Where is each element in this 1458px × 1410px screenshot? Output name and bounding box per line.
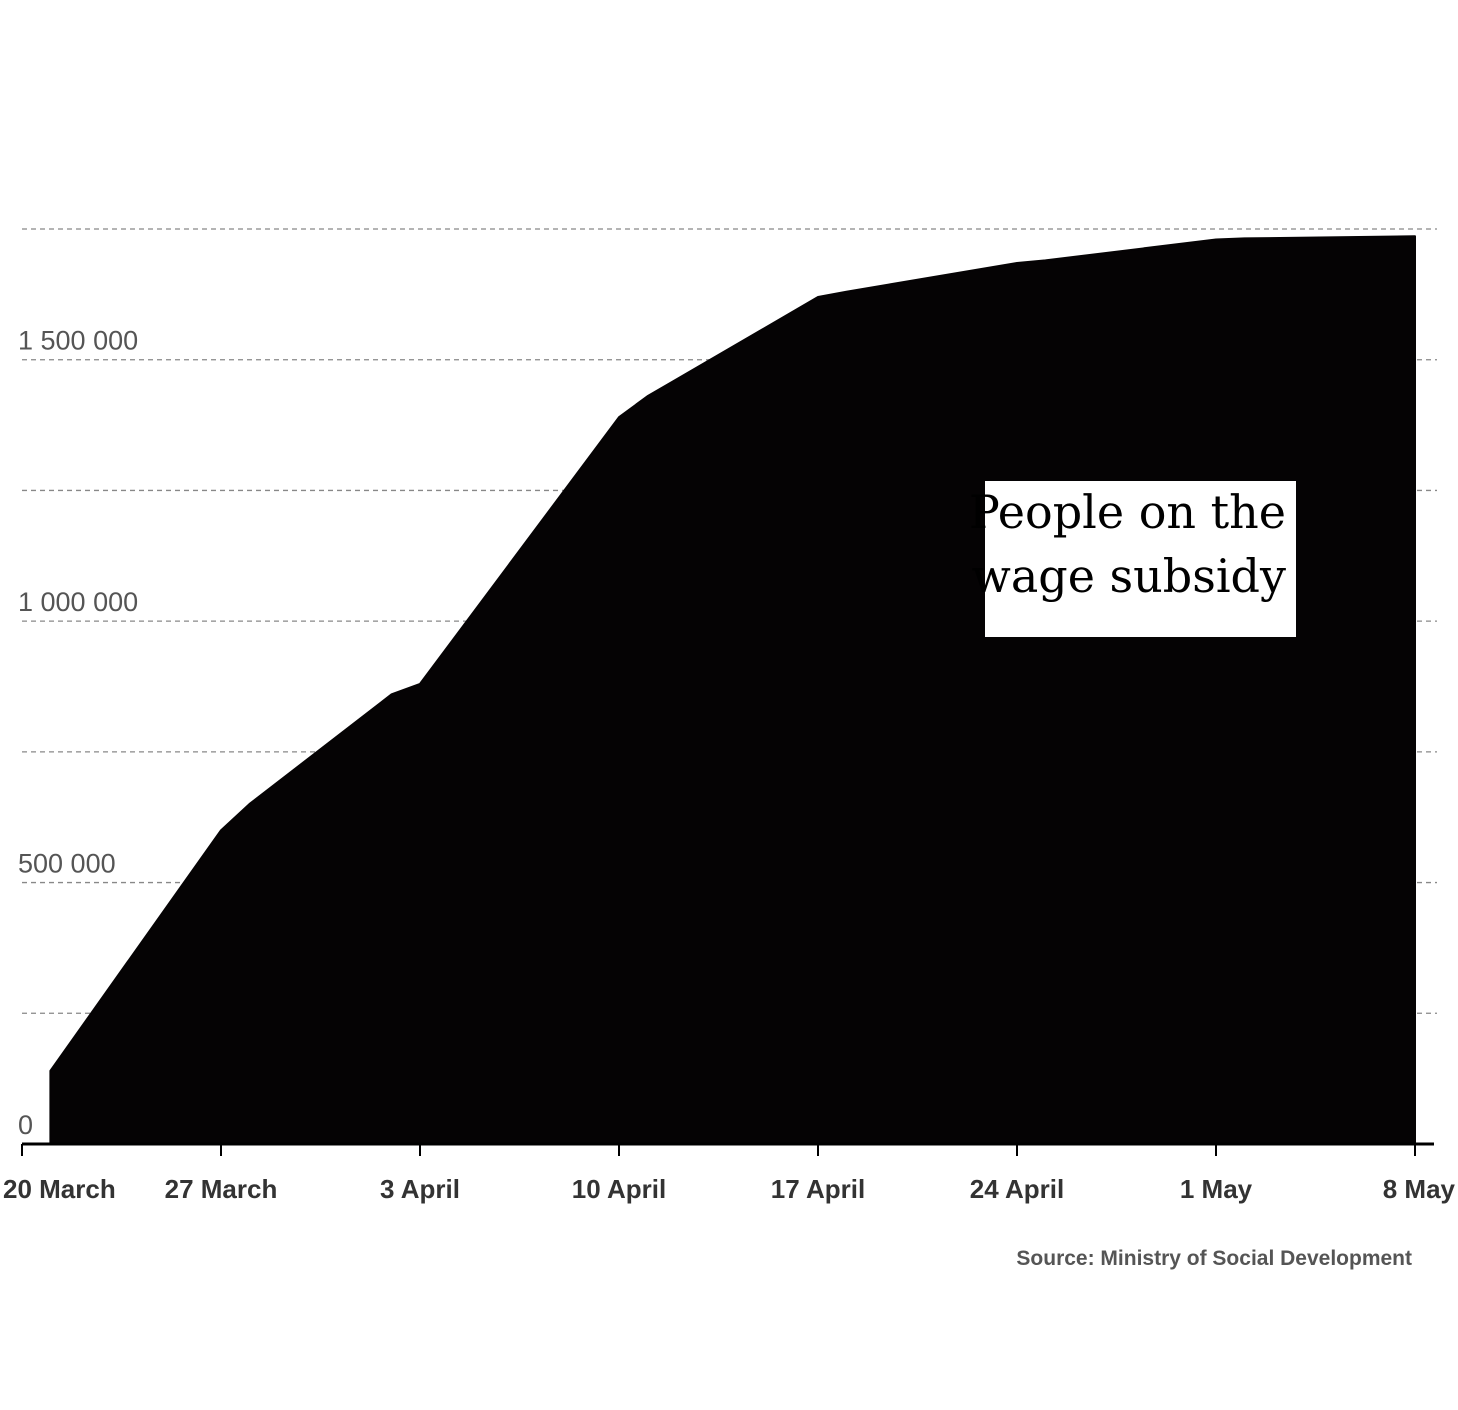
x-axis-ticks: 20 March 27 March 3 April 10 April 17 April 2…: [3, 1144, 1456, 1204]
x-tick-label: 20 March: [3, 1174, 116, 1204]
annotation-line-1: People on the: [969, 485, 1286, 539]
y-tick-label: 0: [18, 1110, 33, 1140]
x-tick-label: 8 May: [1383, 1174, 1456, 1204]
x-tick-label: 24 April: [970, 1174, 1064, 1204]
y-tick-label: 500 000: [18, 849, 116, 879]
annotation-line-2: wage subsidy: [971, 549, 1286, 603]
annotation-box: People on the wage subsidy: [969, 481, 1296, 637]
y-axis-ticks: 0 500 000 1 000 000 1 500 000: [18, 326, 138, 1140]
source-note: Source: Ministry of Social Development: [1016, 1247, 1412, 1270]
y-tick-label: 1 000 000: [18, 587, 138, 617]
x-tick-label: 17 April: [771, 1174, 865, 1204]
area-series: [49, 235, 1416, 1145]
x-tick-label: 10 April: [572, 1174, 666, 1204]
x-tick-label: 3 April: [380, 1174, 460, 1204]
y-tick-label: 1 500 000: [18, 326, 138, 356]
x-tick-label: 1 May: [1180, 1174, 1253, 1204]
x-tick-label: 27 March: [165, 1174, 278, 1204]
